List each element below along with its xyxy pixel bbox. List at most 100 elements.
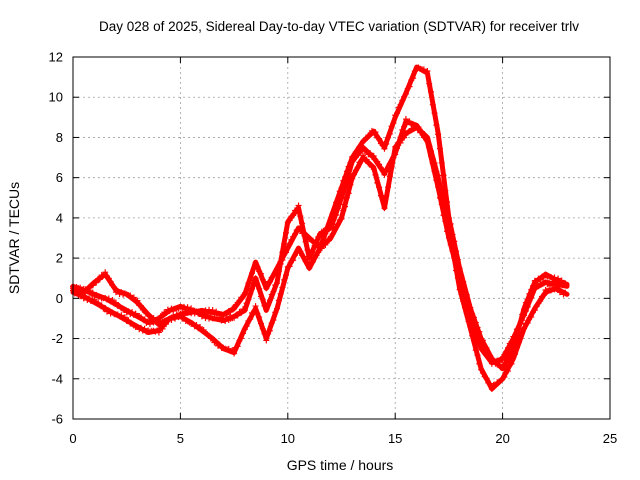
data-point-marker — [254, 310, 261, 317]
data-point-marker — [241, 326, 248, 333]
data-point-marker — [540, 274, 547, 281]
data-point-marker — [243, 287, 250, 294]
data-point-marker — [424, 138, 431, 145]
data-point-marker — [492, 382, 499, 389]
x-tick-label: 0 — [69, 431, 76, 446]
data-point-marker — [272, 309, 279, 316]
data-point-marker — [349, 158, 356, 165]
data-point-marker — [93, 279, 100, 286]
data-point-marker — [270, 317, 277, 324]
data-point-marker — [397, 101, 404, 108]
data-point-marker — [300, 253, 307, 260]
data-point-marker — [256, 285, 263, 292]
data-point-marker — [309, 249, 316, 256]
data-point-marker — [483, 375, 490, 382]
data-point-marker — [426, 144, 433, 151]
data-point-marker — [354, 164, 361, 171]
data-point-marker — [141, 316, 148, 323]
data-point-marker — [453, 261, 460, 268]
data-point-marker — [504, 355, 511, 362]
data-point-marker — [406, 83, 413, 90]
data-point-marker — [259, 325, 266, 332]
data-point-marker — [163, 321, 170, 328]
data-point-marker — [105, 275, 112, 282]
data-point-marker — [363, 147, 370, 154]
data-point-marker — [383, 192, 390, 199]
data-point-marker — [508, 360, 515, 367]
data-point-marker — [322, 241, 329, 248]
data-point-marker — [238, 335, 245, 342]
data-point-marker — [501, 374, 508, 381]
data-point-marker — [295, 202, 302, 209]
data-point-marker — [118, 312, 125, 319]
data-point-marker — [286, 241, 293, 248]
data-point-marker — [444, 228, 451, 235]
data-point-marker — [336, 201, 343, 208]
y-tick-label: -4 — [51, 371, 63, 386]
data-point-marker — [512, 351, 519, 358]
data-point-marker — [392, 151, 399, 158]
data-point-marker — [385, 184, 392, 191]
data-point-marker — [263, 337, 270, 344]
data-point-marker — [438, 201, 445, 208]
data-point-marker — [281, 240, 288, 247]
data-point-marker — [256, 314, 263, 321]
data-point-marker — [109, 296, 116, 303]
data-point-marker — [297, 248, 304, 255]
data-point-marker — [345, 170, 352, 177]
data-point-marker — [125, 317, 132, 324]
data-point-marker — [481, 348, 488, 355]
data-point-marker — [334, 205, 341, 212]
data-point-marker — [234, 312, 241, 319]
data-point-marker — [385, 134, 392, 141]
y-tick-label: 2 — [56, 251, 63, 266]
data-point-marker — [347, 162, 354, 169]
data-point-marker — [114, 287, 121, 294]
data-point-marker — [487, 380, 494, 387]
data-point-marker — [519, 328, 526, 335]
data-point-marker — [429, 101, 436, 108]
data-point-marker — [163, 310, 170, 317]
data-point-marker — [374, 179, 381, 186]
data-point-marker — [252, 259, 259, 266]
data-point-marker — [386, 173, 393, 180]
data-point-marker — [562, 289, 569, 296]
data-point-marker — [279, 284, 286, 291]
data-point-marker — [449, 248, 456, 255]
data-point-marker — [247, 277, 254, 284]
data-point-marker — [521, 312, 528, 319]
data-point-marker — [510, 354, 517, 361]
data-point-marker — [347, 181, 354, 188]
data-point-marker — [359, 152, 366, 159]
data-point-marker — [431, 168, 438, 175]
tick-labels: 0 5 10 15 20 25 -6 -4 -2 0 2 4 6 8 10 12 — [49, 50, 618, 447]
data-point-marker — [340, 207, 347, 214]
data-point-marker — [479, 370, 486, 377]
data-point-marker — [155, 329, 162, 336]
x-tick-label: 10 — [281, 431, 295, 446]
data-point-marker — [263, 306, 270, 313]
data-point-marker — [454, 266, 461, 273]
data-point-marker — [209, 335, 216, 342]
x-tick-label: 20 — [495, 431, 509, 446]
data-point-marker — [526, 297, 533, 304]
data-point-marker — [279, 249, 286, 256]
data-point-marker — [275, 297, 282, 304]
data-point-marker — [435, 131, 442, 138]
data-point-marker — [96, 276, 103, 283]
data-point-marker — [496, 359, 503, 366]
y-tick-label: -6 — [51, 412, 63, 427]
y-tick-label: 6 — [56, 170, 63, 185]
data-point-marker — [229, 347, 236, 354]
data-point-marker — [540, 292, 547, 299]
data-point-marker — [299, 220, 306, 227]
data-point-marker — [306, 265, 313, 272]
data-point-marker — [376, 135, 383, 142]
data-point-marker — [358, 157, 365, 164]
data-point-marker — [245, 296, 252, 303]
y-tick-label: -2 — [51, 331, 63, 346]
data-point-marker — [472, 347, 479, 354]
data-point-marker — [524, 320, 531, 327]
data-point-marker — [431, 110, 438, 117]
data-point-marker — [266, 297, 273, 304]
